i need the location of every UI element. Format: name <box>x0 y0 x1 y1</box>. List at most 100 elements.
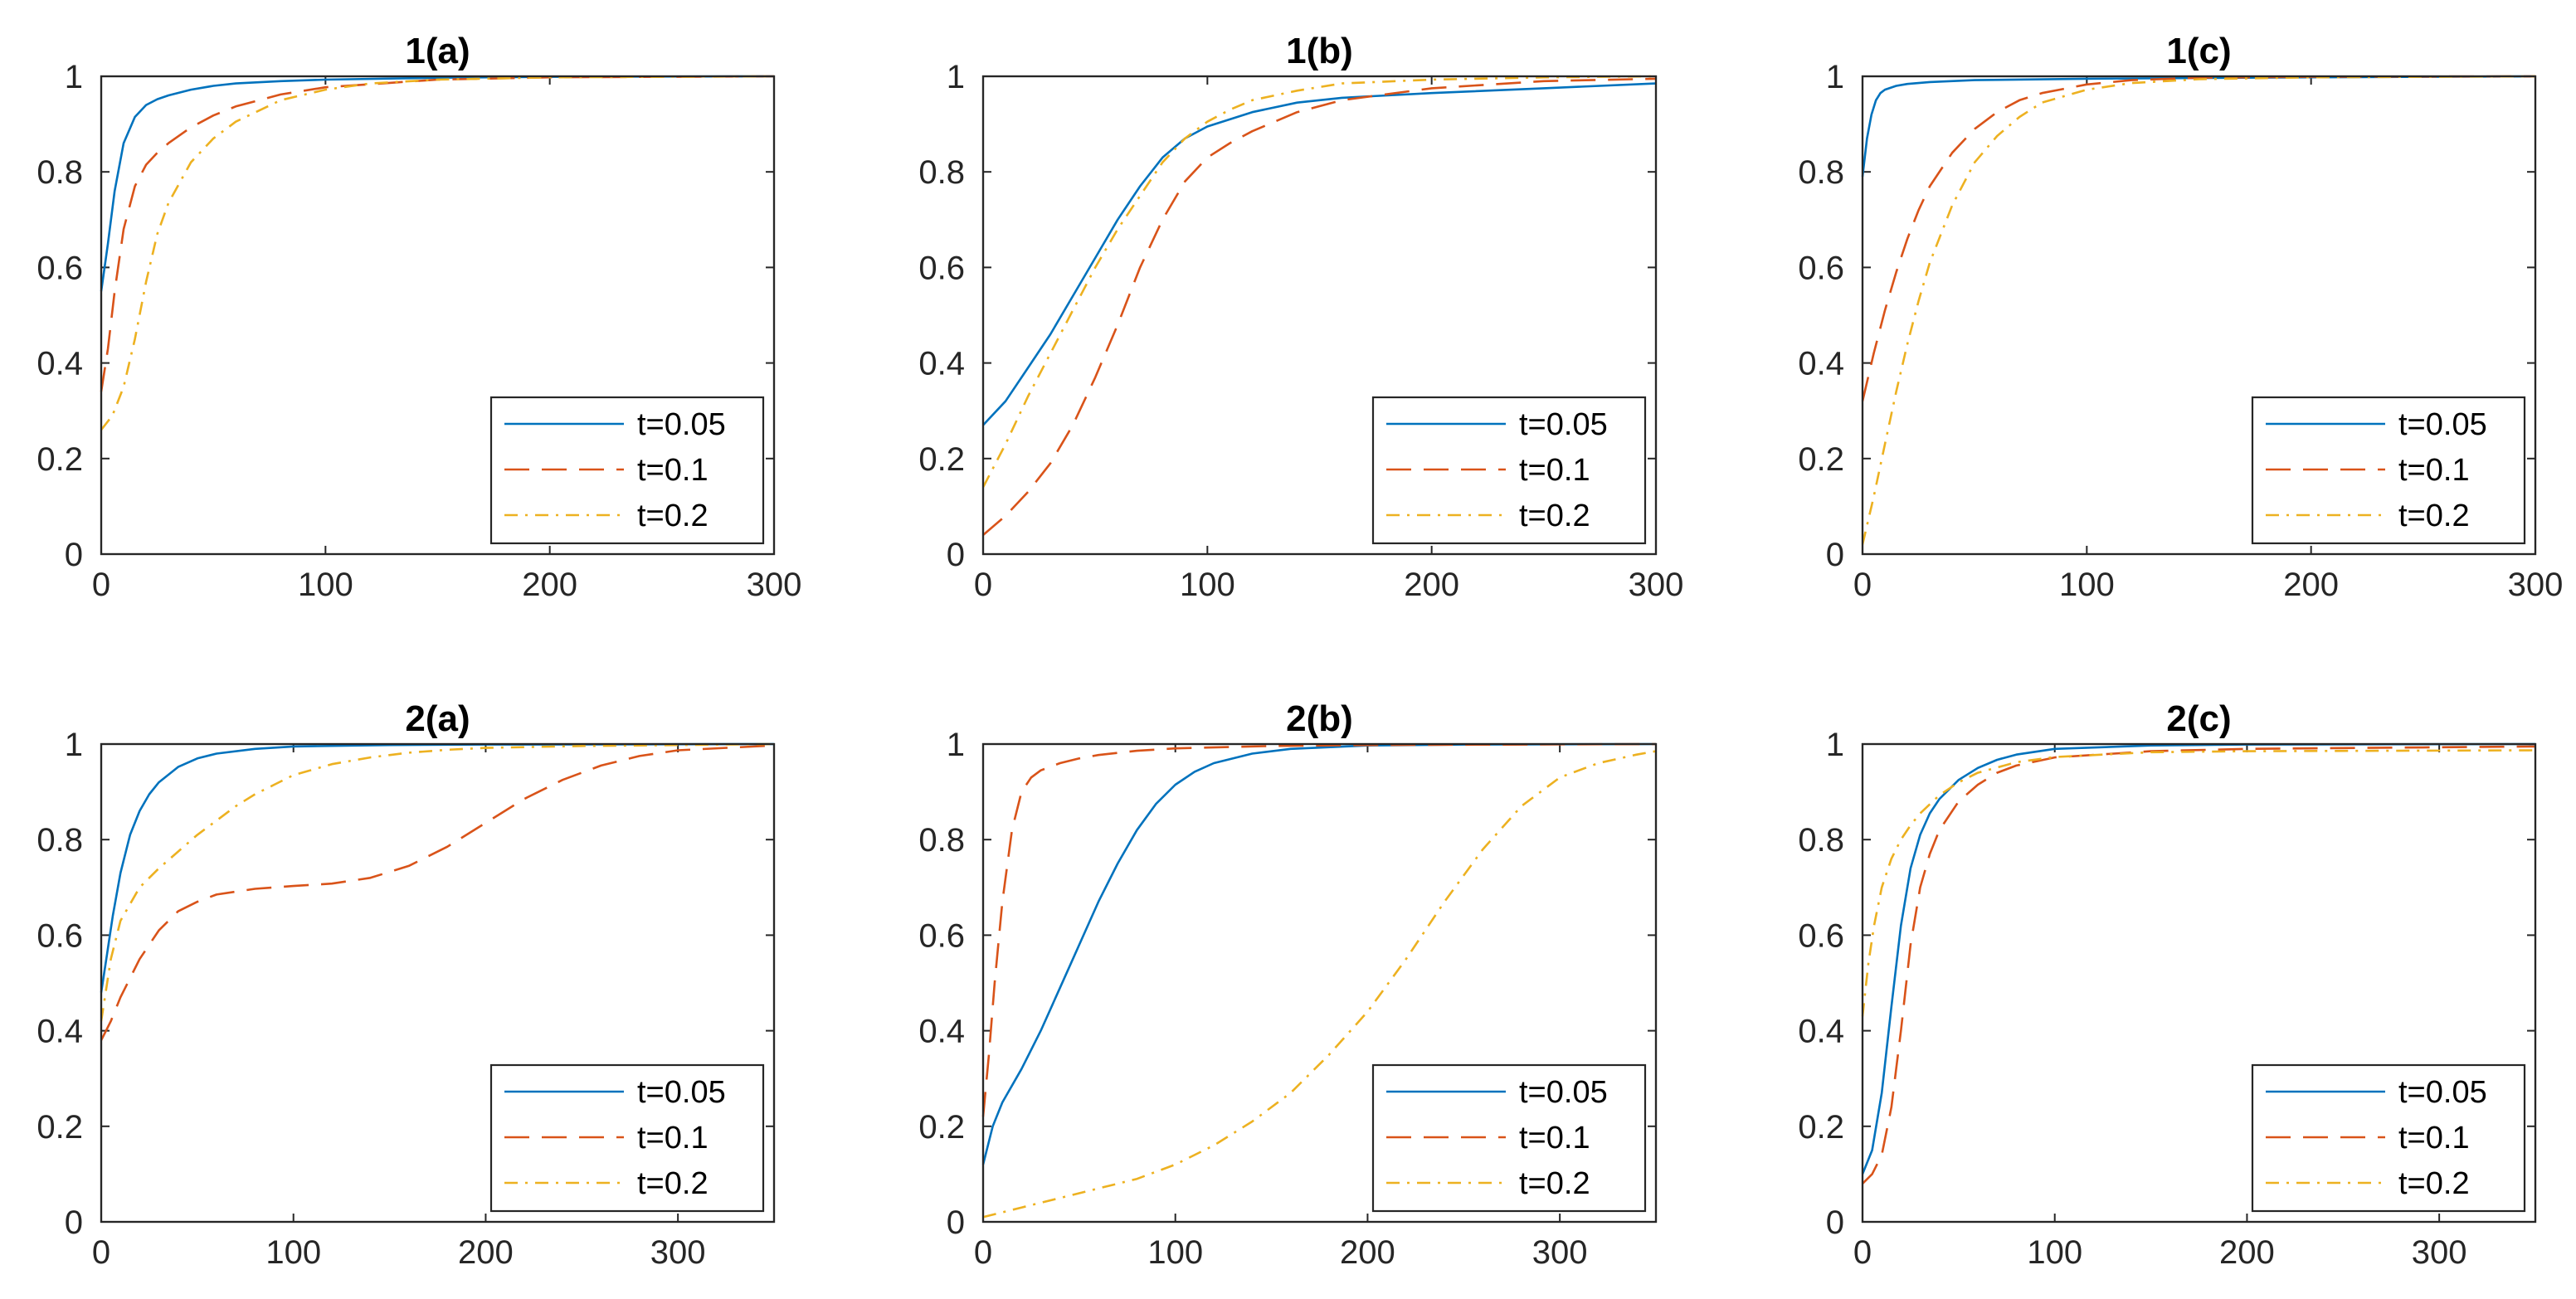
legend-label: t=0.2 <box>2398 1166 2470 1201</box>
y-tick-label: 1 <box>1826 59 1844 95</box>
panel-1(c): 1(c)0 100 200 30000.20.40.60.81t=0.05t=0.1t… <box>1798 31 2563 603</box>
axes-frame <box>100 75 776 556</box>
y-tick-label: 0.4 <box>37 346 83 382</box>
legend-label: t=0.2 <box>637 1166 709 1201</box>
series-line-t=0.2 <box>100 742 775 1022</box>
series-line-t=0.05 <box>100 75 775 292</box>
x-tick-label: 200 <box>2283 567 2339 603</box>
legend-label: t=0.05 <box>1519 407 1608 442</box>
y-tick-label: 0 <box>65 537 83 573</box>
x-tick-label: 300 <box>1532 1234 1588 1271</box>
series-line-t=0.1 <box>1861 75 2536 401</box>
panel-title: 2(b) <box>1286 698 1353 739</box>
x-tick-label: 300 <box>747 567 802 603</box>
series-line-t=0.05 <box>1861 742 2536 1175</box>
y-tick-label: 0.2 <box>37 441 83 478</box>
y-tick-label: 1 <box>65 727 83 763</box>
panel-1(a): 1(a)0 100 200 30000.20.40.60.81t=0.05t=0.1t… <box>37 31 801 603</box>
y-tick-label: 0 <box>947 537 965 573</box>
panel-title: 1(b) <box>1286 31 1353 71</box>
legend-label: t=0.1 <box>1519 453 1590 488</box>
series-line-t=0.2 <box>100 75 775 431</box>
y-tick-label: 0.8 <box>1798 822 1844 859</box>
legend-label: t=0.05 <box>637 1075 726 1110</box>
x-tick-label: 0 <box>1853 1234 1872 1271</box>
axes-frame <box>1861 75 2537 556</box>
y-tick-label: 0.8 <box>37 822 83 859</box>
x-tick-label: 300 <box>650 1234 706 1271</box>
panel-title: 2(c) <box>2166 698 2231 739</box>
legend-label: t=0.1 <box>1519 1121 1590 1155</box>
y-tick-label: 0.6 <box>918 917 965 954</box>
x-tick-label: 100 <box>2027 1234 2082 1271</box>
x-tick-label: 0 <box>1853 567 1872 603</box>
axes-frame <box>100 742 776 1224</box>
panel-2(c): 2(c)0 100 200 30000.20.40.60.81t=0.05t=0.1t… <box>1798 698 2537 1271</box>
x-tick-label: 300 <box>2508 567 2564 603</box>
y-tick-label: 0.8 <box>37 154 83 191</box>
legend-label: t=0.2 <box>2398 499 2470 533</box>
y-tick-label: 0 <box>1826 537 1844 573</box>
legend-box <box>2251 1063 2526 1213</box>
panel-2(b): 2(b)0 100 200 30000.20.40.60.81t=0.05t=0.1t… <box>918 698 1658 1271</box>
y-tick-label: 0.2 <box>37 1109 83 1146</box>
legend-label: t=0.05 <box>637 407 726 442</box>
y-tick-label: 0.8 <box>918 822 965 859</box>
series-line-t=0.2 <box>981 75 1657 488</box>
series-line-t=0.1 <box>981 742 1657 1117</box>
y-tick-label: 0.4 <box>1798 346 1844 382</box>
y-tick-label: 0.2 <box>1798 441 1844 478</box>
series-line-t=0.1 <box>100 744 775 1041</box>
series-line-t=0.2 <box>1861 749 2536 1017</box>
x-tick-label: 100 <box>298 567 353 603</box>
series-line-t=0.05 <box>1861 75 2536 178</box>
x-tick-label: 100 <box>1180 567 1235 603</box>
legend-label: t=0.05 <box>2398 407 2487 442</box>
x-tick-label: 300 <box>1629 567 1684 603</box>
panel-title: 2(a) <box>405 698 470 739</box>
legend-label: t=0.1 <box>637 1121 709 1155</box>
legend-label: t=0.2 <box>1519 499 1590 533</box>
y-tick-label: 0.6 <box>1798 917 1844 954</box>
y-tick-label: 0.6 <box>37 917 83 954</box>
panel-title: 1(a) <box>405 31 470 71</box>
legend-label: t=0.2 <box>1519 1166 1590 1201</box>
y-tick-label: 1 <box>1826 727 1844 763</box>
panel-2(a): 2(a)0 100 200 30000.20.40.60.81t=0.05t=0.1t… <box>37 698 776 1271</box>
legend-label: t=0.1 <box>2398 453 2470 488</box>
x-tick-label: 200 <box>1340 1234 1395 1271</box>
legend: t=0.05 t=0.1 t=0.2 <box>489 396 765 545</box>
legend-label: t=0.05 <box>1519 1075 1608 1110</box>
legend-label: t=0.05 <box>2398 1075 2487 1110</box>
legend-box <box>1371 396 1647 545</box>
x-tick-label: 100 <box>265 1234 321 1271</box>
x-tick-label: 200 <box>458 1234 514 1271</box>
y-tick-label: 0.2 <box>1798 1109 1844 1146</box>
y-tick-label: 1 <box>65 59 83 95</box>
x-tick-label: 0 <box>974 1234 992 1271</box>
y-tick-label: 1 <box>947 727 965 763</box>
panel-1(b): 1(b)0 100 200 30000.20.40.60.81t=0.05t=0.1t… <box>918 31 1683 603</box>
y-tick-label: 0.2 <box>918 441 965 478</box>
legend: t=0.05 t=0.1 t=0.2 <box>489 1063 765 1213</box>
x-tick-label: 200 <box>522 567 577 603</box>
axes-frame <box>981 75 1658 556</box>
legend: t=0.05 t=0.1 t=0.2 <box>1371 396 1647 545</box>
x-tick-label: 0 <box>92 567 110 603</box>
series-line-t=0.2 <box>1861 75 2536 545</box>
y-tick-label: 0.4 <box>918 346 965 382</box>
y-tick-label: 0.8 <box>1798 154 1844 191</box>
axes-frame <box>1861 742 2537 1224</box>
legend-box <box>2251 396 2526 545</box>
y-tick-label: 0.6 <box>918 250 965 286</box>
legend-label: t=0.2 <box>637 499 709 533</box>
x-tick-label: 0 <box>974 567 992 603</box>
y-tick-label: 0.4 <box>37 1014 83 1050</box>
legend-label: t=0.1 <box>637 453 709 488</box>
y-tick-label: 0.2 <box>918 1109 965 1146</box>
legend-label: t=0.1 <box>2398 1121 2470 1155</box>
panel-title: 1(c) <box>2166 31 2231 71</box>
y-tick-label: 0.6 <box>1798 250 1844 286</box>
y-tick-label: 1 <box>947 59 965 95</box>
